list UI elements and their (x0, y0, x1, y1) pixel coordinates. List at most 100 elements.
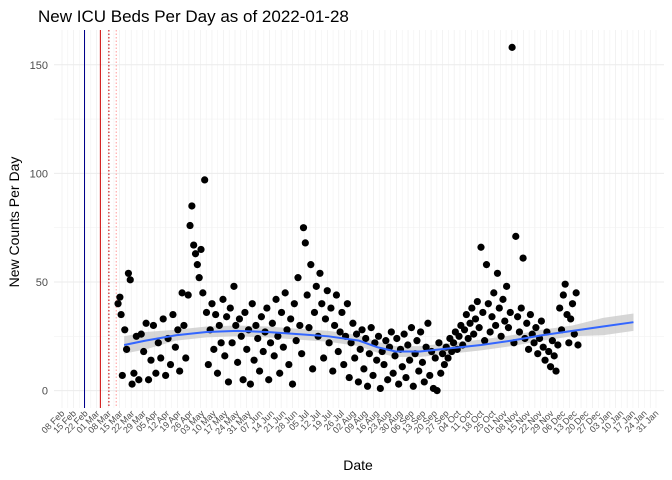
smooth-confidence-band (124, 313, 634, 357)
data-point (241, 308, 249, 317)
data-point (219, 295, 227, 303)
data-point (117, 310, 125, 319)
data-point (325, 339, 333, 347)
data-point (255, 367, 264, 375)
data-point (298, 350, 306, 358)
data-point (424, 319, 432, 327)
y-axis-ticks: 0 50 100 150 (30, 60, 48, 398)
data-point (517, 304, 525, 312)
data-point (444, 354, 452, 362)
data-point (537, 317, 545, 325)
data-point (309, 365, 317, 373)
data-point (221, 352, 229, 360)
data-point (327, 304, 335, 312)
data-point (157, 354, 165, 362)
data-point (121, 326, 129, 334)
data-point (331, 321, 339, 330)
data-point (554, 341, 562, 349)
data-point (305, 324, 313, 332)
data-point (376, 384, 384, 393)
data-point (380, 360, 388, 369)
data-point (492, 321, 500, 330)
data-point (398, 363, 406, 371)
data-point (435, 339, 443, 347)
data-point (186, 221, 194, 230)
data-point (318, 300, 326, 308)
data-point (294, 274, 302, 282)
data-point (514, 313, 522, 321)
data-point (235, 315, 244, 323)
data-point (530, 339, 538, 347)
data-point (395, 380, 403, 388)
data-point (490, 289, 498, 297)
data-point (195, 274, 203, 282)
chart-title: New ICU Beds Per Day as of 2022-01-28 (38, 7, 349, 26)
data-point (285, 360, 293, 369)
data-point (126, 276, 134, 284)
data-point (178, 289, 186, 297)
data-point (482, 261, 491, 269)
data-point (162, 371, 170, 380)
data-point (524, 345, 533, 353)
data-point (174, 326, 182, 334)
data-point (191, 250, 200, 258)
data-point (347, 339, 355, 347)
data-point (484, 300, 492, 308)
y-tick-label: 0 (42, 386, 48, 398)
data-point (572, 289, 580, 297)
smooth-line-layer (123, 321, 634, 353)
data-point (197, 245, 205, 254)
data-point (212, 310, 220, 319)
data-point (373, 356, 381, 364)
data-point (254, 334, 262, 343)
data-point (481, 337, 489, 345)
y-axis-title: New Counts Per Day (6, 157, 22, 288)
data-point (431, 354, 439, 362)
data-point (360, 365, 368, 373)
grid-layer (54, 30, 664, 408)
data-point (276, 369, 284, 377)
data-point (128, 380, 136, 388)
data-point (140, 347, 148, 356)
data-point (362, 334, 370, 343)
data-point (303, 291, 311, 299)
smooth-band-layer (124, 313, 634, 357)
data-point (320, 354, 328, 362)
data-point (389, 369, 397, 377)
data-point (471, 315, 480, 323)
data-point (287, 315, 295, 323)
data-point (154, 339, 162, 347)
data-point (466, 319, 474, 327)
data-point (448, 347, 456, 356)
data-point (122, 345, 131, 353)
data-point (169, 310, 177, 319)
data-point (176, 367, 184, 375)
data-point (263, 304, 271, 312)
data-point (329, 367, 337, 375)
data-point (199, 289, 207, 297)
data-point (152, 369, 160, 377)
data-point (504, 324, 513, 332)
data-point (237, 332, 245, 340)
data-point (288, 380, 297, 388)
data-point (345, 373, 353, 382)
data-point (356, 345, 364, 353)
data-point (519, 254, 527, 262)
data-point (415, 367, 423, 375)
data-point (363, 382, 372, 390)
data-point (166, 360, 175, 369)
data-point (292, 337, 300, 345)
data-point (402, 373, 410, 382)
data-point (334, 347, 342, 356)
data-point (171, 343, 179, 351)
data-point (266, 339, 275, 347)
data-point (279, 343, 287, 351)
data-point (532, 324, 540, 332)
data-point (336, 328, 344, 336)
data-point (418, 358, 427, 366)
data-point (460, 326, 469, 334)
data-point (116, 293, 124, 301)
data-point (541, 356, 549, 364)
